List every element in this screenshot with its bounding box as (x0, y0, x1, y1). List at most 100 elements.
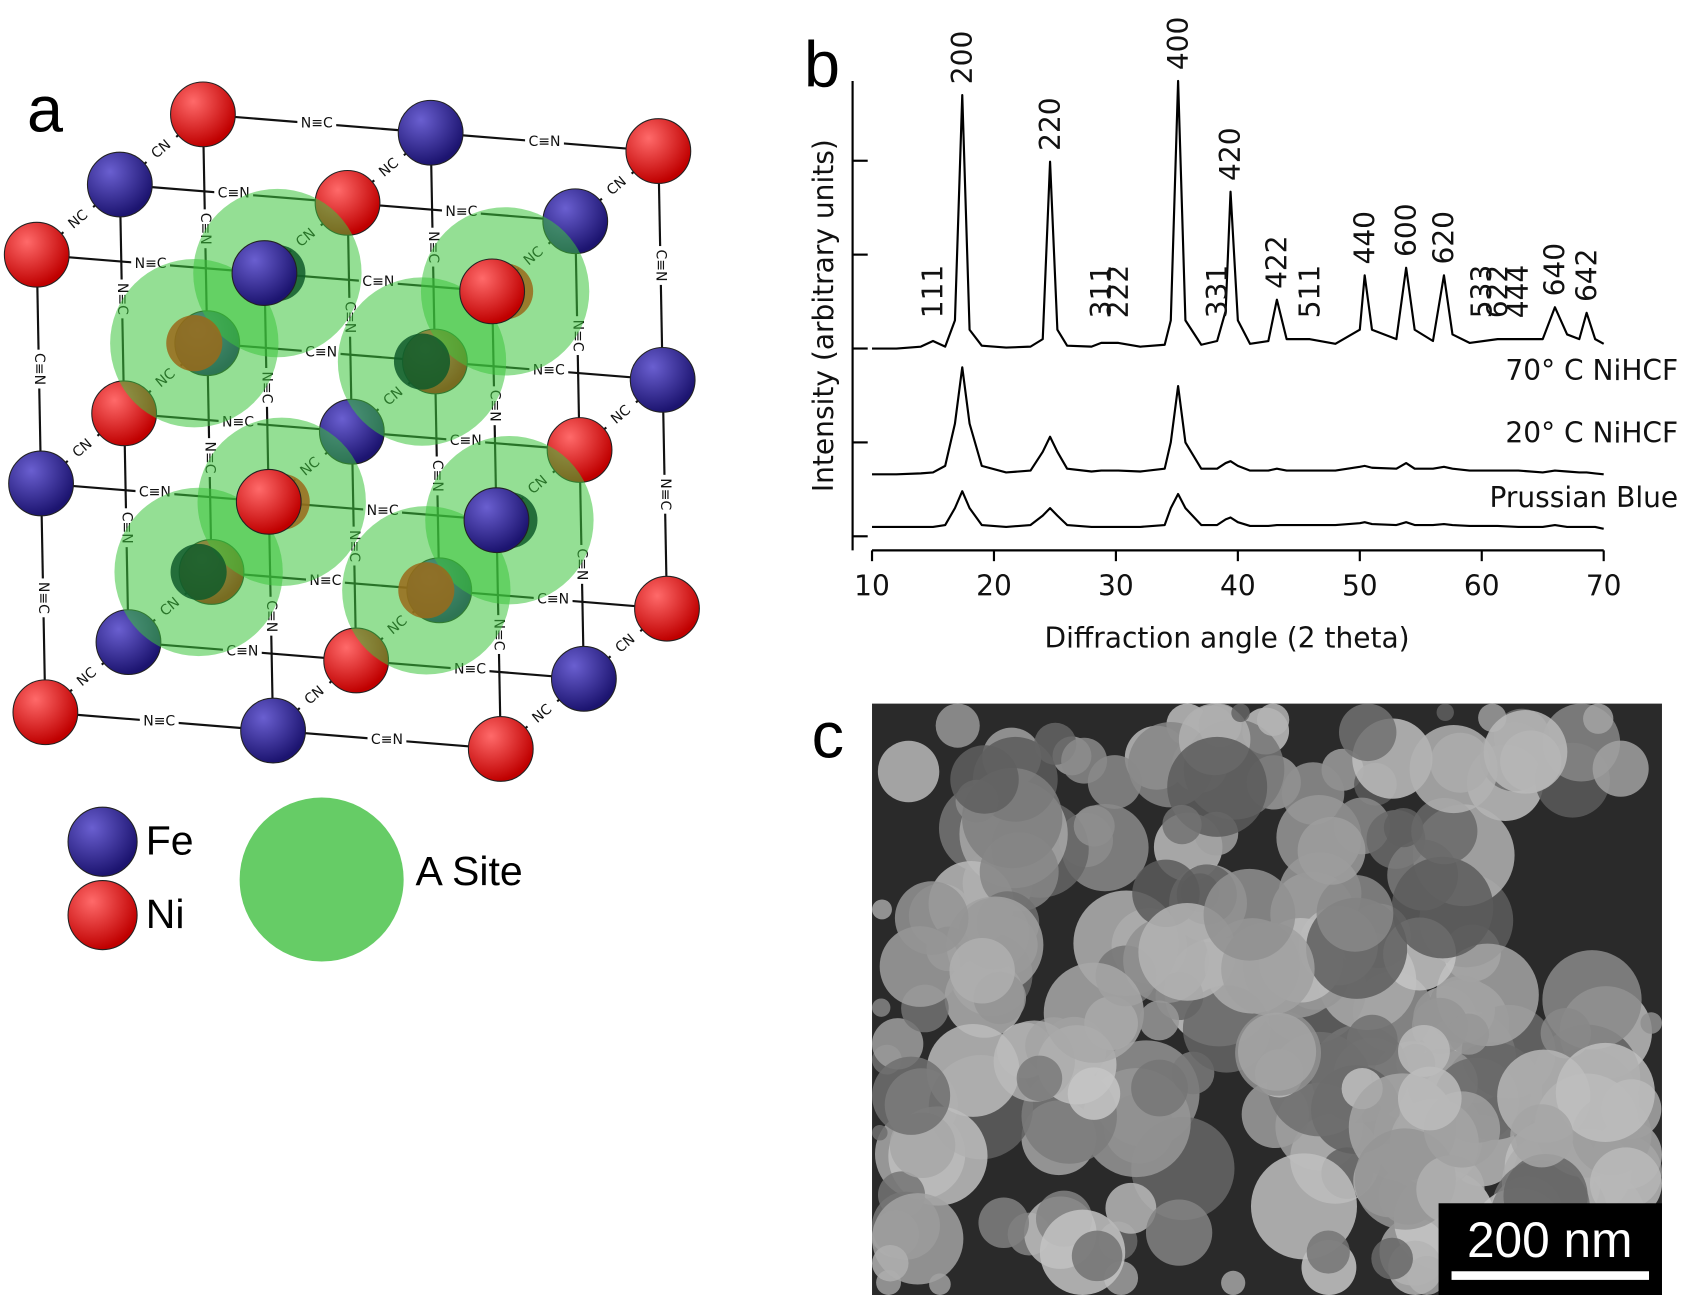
series-label: Prussian Blue (1489, 481, 1678, 514)
sem-particle (935, 703, 980, 748)
xrd-pattern (872, 366, 1604, 476)
sem-particle (1583, 703, 1614, 734)
bond-label-bg (604, 624, 646, 663)
bond-label: C≡N (528, 134, 560, 150)
x-tick-label: 20 (976, 570, 1012, 603)
panel-label: c (812, 699, 844, 772)
sem-particle (1105, 1182, 1157, 1234)
sem-particle (872, 899, 892, 920)
peak-label: 422 (1261, 235, 1294, 289)
sem-particle (1540, 1007, 1592, 1059)
sem-particle (1338, 703, 1397, 762)
peak-label: 640 (1539, 243, 1572, 297)
fe-atom (8, 450, 74, 517)
bond-label-bg (57, 200, 99, 239)
ni-atom (467, 716, 534, 782)
sem-particle (1391, 856, 1494, 959)
sem-particle (949, 938, 1015, 1004)
legend-label: A Site (416, 848, 523, 894)
sem-particle (872, 998, 891, 1017)
sem-particle (1231, 703, 1250, 723)
fe-atom (463, 487, 530, 554)
peak-label: 111 (917, 265, 950, 319)
sem-particle (1071, 1230, 1123, 1282)
sem-particle (1640, 1012, 1662, 1034)
bond-label-bg (294, 676, 336, 715)
bond-label-bg (368, 148, 410, 187)
sem-particle (1221, 1270, 1246, 1295)
fe-atom (397, 99, 464, 166)
sem-particle (1145, 1199, 1213, 1266)
bond-label-bg (297, 114, 337, 133)
series-label: 20° C NiHCF (1505, 416, 1678, 449)
scale-bar-label: 200 nm (1467, 1212, 1633, 1268)
panel-b: b 10 20 30 40 50 60 70 Diffraction angle (2 the… (804, 17, 1678, 655)
panel-label: b (804, 27, 840, 100)
fe-atom (86, 151, 153, 218)
sem-particle (1162, 804, 1202, 845)
sem-particle (1297, 816, 1366, 885)
sem-particle (872, 1244, 909, 1282)
x-tick-label: 40 (1220, 570, 1256, 603)
fe-atom (550, 645, 617, 712)
bond-label-bg (521, 694, 563, 733)
bond-label-bg (66, 658, 108, 697)
peak-label: 311 (1085, 265, 1118, 319)
bond-label-bg (525, 133, 564, 151)
xrd-pattern (872, 490, 1604, 530)
bond-label-bg (367, 731, 407, 749)
x-tick-label: 50 (1342, 570, 1378, 603)
sem-particle (1256, 703, 1290, 736)
sem-particle (1592, 740, 1649, 797)
bond-label-bg (600, 395, 642, 435)
sem-particle (894, 881, 969, 955)
legend-label: Fe (146, 818, 194, 864)
bond-label-bg (140, 130, 182, 169)
peak-label: 222 (1102, 265, 1135, 319)
sem-particle (1371, 1237, 1413, 1280)
sem-particle (872, 1124, 888, 1141)
x-tick-label: 30 (1098, 570, 1134, 603)
legend-ni-symbol (67, 880, 138, 951)
sem-particle (978, 1197, 1030, 1249)
bond-label: N≡C (657, 478, 673, 510)
fe-atom (629, 346, 696, 413)
sem-particle (1139, 1000, 1180, 1041)
ni-atom (170, 81, 236, 148)
peak-label: 600 (1390, 203, 1423, 257)
peak-label: 331 (1201, 265, 1234, 319)
sem-particle (872, 1018, 924, 1070)
peak-label: 533 (1465, 265, 1498, 319)
sem-particle (1436, 703, 1454, 721)
x-tick-label: 60 (1464, 570, 1500, 603)
peak-label: 622 (1481, 265, 1514, 319)
y-axis-title: Intensity (arbitrary units) (807, 139, 840, 492)
sem-particle (1016, 1055, 1063, 1102)
scale-bar (1451, 1271, 1650, 1280)
sem-particle (872, 1056, 951, 1135)
a-site-ion (398, 562, 455, 619)
x-tick-label: 70 (1586, 570, 1622, 603)
sem-particle (1510, 1104, 1574, 1168)
peak-label: 642 (1570, 249, 1603, 303)
ni-atom (459, 258, 526, 325)
series-label: 70° C NiHCF (1505, 354, 1678, 387)
a-site-ion (393, 333, 451, 390)
bond-label: N≡C (301, 116, 333, 132)
peak-label: 620 (1428, 211, 1461, 265)
sem-particle (979, 832, 1059, 912)
ni-atom (634, 575, 700, 642)
sem-particle (877, 740, 940, 803)
panel-label: a (27, 73, 64, 146)
bond-label: C≡N (371, 732, 403, 748)
peak-label: 440 (1348, 211, 1381, 265)
fe-atom (231, 240, 298, 306)
sem-particle (1237, 1012, 1317, 1091)
bond-label-bg (139, 712, 179, 731)
sem-particle (1555, 1042, 1655, 1143)
bond-label-bg (651, 246, 670, 285)
ni-atom (3, 221, 70, 288)
peak-label: 220 (1034, 97, 1067, 151)
bond-label-bg (596, 167, 638, 206)
